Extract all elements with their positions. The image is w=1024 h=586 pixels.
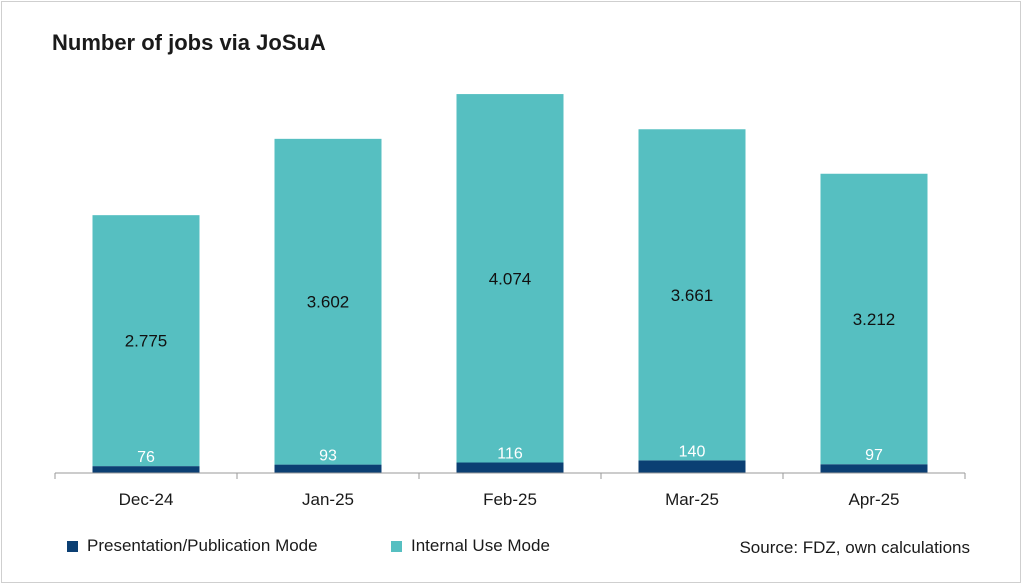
source-note: Source: FDZ, own calculations	[739, 538, 970, 557]
x-tick-label-mar-25: Mar-25	[665, 490, 719, 509]
bar-internal-apr-25	[820, 173, 928, 465]
legend-label-presentation: Presentation/Publication Mode	[87, 536, 318, 555]
bar-internal-mar-25	[638, 129, 746, 461]
x-tick-label-feb-25: Feb-25	[483, 490, 537, 509]
bar-presentation-jan-25	[274, 464, 382, 473]
bar-internal-feb-25	[456, 94, 564, 463]
data-label-presentation-jan-25: 93	[319, 448, 337, 465]
bar-presentation-mar-25	[638, 460, 746, 473]
legend-item-internal: Internal Use Mode	[391, 536, 550, 556]
data-label-internal-dec-24: 2.775	[125, 332, 168, 351]
data-label-presentation-feb-25: 116	[497, 446, 523, 463]
data-label-internal-apr-25: 3.212	[853, 310, 896, 329]
bar-presentation-apr-25	[820, 464, 928, 473]
bar-internal-dec-24	[92, 215, 200, 467]
bar-internal-jan-25	[274, 138, 382, 465]
chart-title: Number of jobs via JoSuA	[52, 30, 326, 55]
x-tick-label-jan-25: Jan-25	[302, 490, 354, 509]
legend-swatch-presentation	[67, 540, 78, 552]
data-label-presentation-apr-25: 97	[865, 447, 883, 464]
x-tick-label-dec-24: Dec-24	[119, 490, 174, 509]
bar-presentation-dec-24	[92, 466, 200, 473]
data-label-internal-jan-25: 3.602	[307, 293, 350, 312]
x-tick-label-apr-25: Apr-25	[848, 490, 899, 509]
legend-label-internal: Internal Use Mode	[411, 536, 550, 555]
legend-swatch-internal	[391, 540, 402, 552]
legend-item-presentation: Presentation/Publication Mode	[67, 536, 318, 556]
data-label-presentation-mar-25: 140	[679, 443, 706, 460]
bar-presentation-feb-25	[456, 462, 564, 473]
data-label-internal-mar-25: 3.661	[671, 286, 714, 305]
data-label-presentation-dec-24: 76	[137, 449, 155, 466]
data-label-internal-feb-25: 4.074	[489, 269, 532, 288]
